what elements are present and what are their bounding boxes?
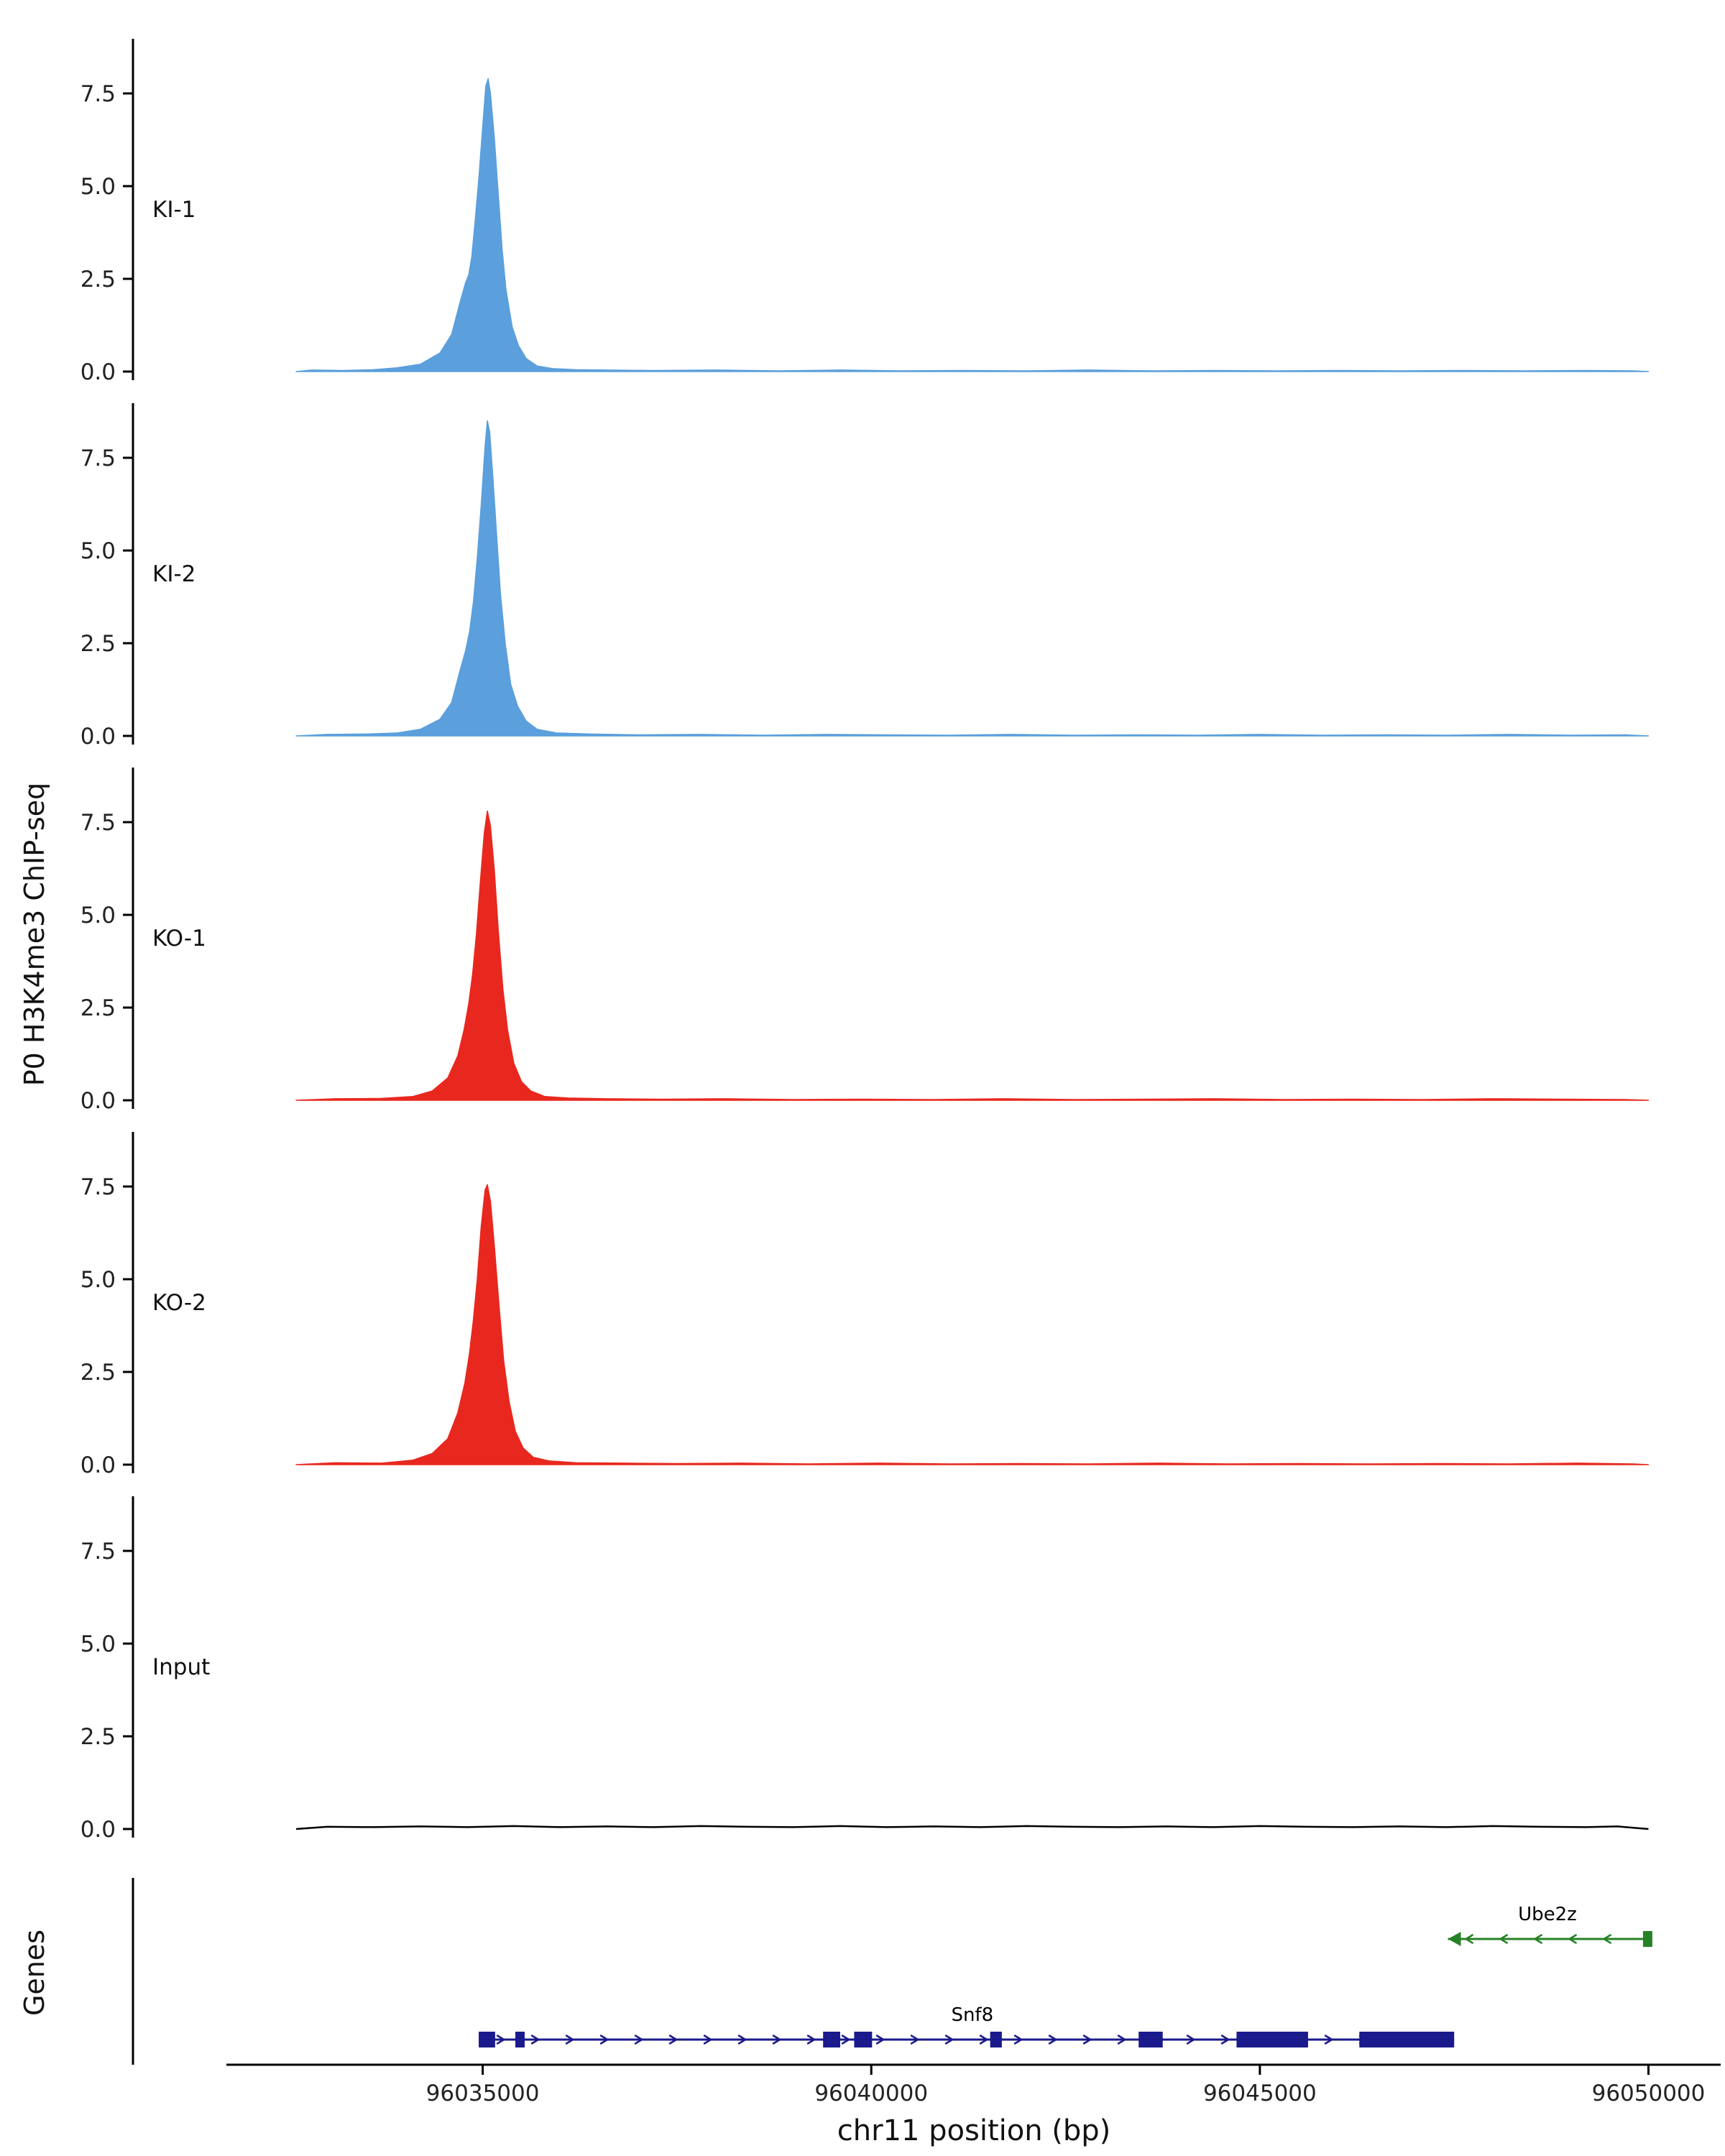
- track-label-ko1: KO-1: [152, 925, 206, 952]
- y-tick-label: 0.0: [80, 1452, 116, 1473]
- strand-chevron-icon: [1013, 2034, 1024, 2045]
- track-panel-ko2: 0.0 2.5 5.0 7.5 KO-2: [0, 1132, 1725, 1473]
- y-tick-label: 0.0: [80, 1817, 116, 1838]
- track-panel-input: 0.0 2.5 5.0 7.5 Input: [0, 1496, 1725, 1838]
- y-tick-label: 7.5: [80, 1539, 116, 1565]
- strand-chevron-icon: [530, 2034, 540, 2045]
- strand-chevron-icon: [1220, 2034, 1230, 2045]
- gene-exon: [479, 2032, 495, 2047]
- y-tick-label: 2.5: [80, 631, 116, 657]
- strand-chevron-icon: [772, 2034, 782, 2045]
- gene-exon: [854, 2032, 873, 2047]
- strand-chevron-icon: [703, 2034, 713, 2045]
- coverage-area: [295, 810, 1650, 1101]
- track-label-input: Input: [152, 1654, 211, 1680]
- strand-chevron-icon: [1117, 2034, 1127, 2045]
- y-tick-label: 7.5: [80, 446, 116, 471]
- coverage-area: [295, 78, 1650, 372]
- track-panel-ki2: 0.0 2.5 5.0 7.5 KI-2: [0, 403, 1725, 745]
- y-tick-label: 5.0: [80, 903, 116, 929]
- strand-chevron-icon: [1186, 2034, 1196, 2045]
- strand-chevron-icon: [668, 2034, 678, 2045]
- gene-exon: [1138, 2032, 1163, 2047]
- coverage-area: [295, 420, 1650, 737]
- x-axis-title: chr11 position (bp): [837, 2114, 1111, 2147]
- x-tick-label: 96045000: [1203, 2081, 1317, 2106]
- strand-chevron-icon: [806, 2034, 816, 2045]
- track-plot-ki1: 0.0 2.5 5.0 7.5: [80, 39, 1650, 380]
- x-tick-label: 96040000: [814, 2081, 928, 2106]
- gene-start-arrow-icon: [1448, 1932, 1461, 1946]
- gene-exon: [1359, 2032, 1455, 2047]
- track-label-ki1: KI-1: [152, 196, 196, 223]
- strand-chevron-icon: [1499, 1933, 1509, 1945]
- y-tick-label: 2.5: [80, 267, 116, 292]
- strand-chevron-icon: [875, 2034, 886, 2045]
- track-label-ko2: KO-2: [152, 1289, 206, 1316]
- y-tick-label: 0.0: [80, 359, 116, 380]
- x-axis: 96035000 96040000 96045000 96050000: [226, 2063, 1721, 2106]
- gene-name-label: Ube2z: [1518, 1904, 1577, 1925]
- track-plot-ko1: 0.0 2.5 5.0 7.5: [80, 768, 1650, 1109]
- strand-chevron-icon: [599, 2034, 610, 2045]
- y-tick-label: 2.5: [80, 1724, 116, 1750]
- strand-chevron-icon: [1568, 1933, 1578, 1945]
- y-tick-label: 5.0: [80, 1631, 116, 1657]
- y-tick-label: 2.5: [80, 995, 116, 1021]
- gene-exon: [990, 2032, 1002, 2047]
- track-plot-input: 0.0 2.5 5.0 7.5: [80, 1496, 1649, 1838]
- track-panel-ki1: 0.0 2.5 5.0 7.5 KI-1: [0, 39, 1725, 380]
- track-label-ki2: KI-2: [152, 561, 196, 587]
- strand-chevron-icon: [634, 2034, 644, 2045]
- strand-chevron-icon: [841, 2034, 851, 2045]
- y-tick-label: 2.5: [80, 1360, 116, 1386]
- gene-exon: [1236, 2032, 1308, 2047]
- gene-exon: [1642, 1931, 1652, 1947]
- coverage-area: [295, 1184, 1650, 1465]
- strand-chevron-icon: [1324, 2034, 1334, 2045]
- y-tick-label: 5.0: [80, 538, 116, 564]
- y-tick-label: 0.0: [80, 724, 116, 745]
- track-panel-ko1: 0.0 2.5 5.0 7.5 KO-1: [0, 768, 1725, 1109]
- y-tick-label: 5.0: [80, 174, 116, 200]
- gene-name-label: Snf8: [951, 2004, 993, 2026]
- input-signal-line: [295, 1825, 1649, 1830]
- strand-chevron-icon: [1602, 1933, 1612, 1945]
- y-tick-label: 0.0: [80, 1088, 116, 1109]
- strand-chevron-icon: [910, 2034, 920, 2045]
- genes-plot: Ube2z Snf8: [132, 1878, 1652, 2065]
- y-tick-label: 7.5: [80, 810, 116, 836]
- strand-chevron-icon: [944, 2034, 954, 2045]
- y-tick-label: 7.5: [80, 81, 116, 107]
- strand-chevron-icon: [496, 2034, 506, 2045]
- track-plot-ki2: 0.0 2.5 5.0 7.5: [80, 403, 1650, 745]
- strand-chevron-icon: [1533, 1933, 1543, 1945]
- strand-chevron-icon: [1082, 2034, 1092, 2045]
- strand-chevron-icon: [979, 2034, 989, 2045]
- x-tick-label: 96035000: [426, 2081, 540, 2106]
- genes-panel: Ube2z Snf8: [0, 1878, 1725, 2065]
- y-tick-label: 7.5: [80, 1174, 116, 1200]
- strand-chevron-icon: [1464, 1933, 1474, 1945]
- track-plot-ko2: 0.0 2.5 5.0 7.5: [80, 1132, 1650, 1473]
- strand-chevron-icon: [565, 2034, 575, 2045]
- strand-chevron-icon: [737, 2034, 748, 2045]
- y-tick-label: 5.0: [80, 1267, 116, 1293]
- gene-exon: [515, 2032, 525, 2047]
- x-tick-label: 96050000: [1592, 2081, 1706, 2106]
- gene-exon: [823, 2032, 840, 2047]
- strand-chevron-icon: [1048, 2034, 1058, 2045]
